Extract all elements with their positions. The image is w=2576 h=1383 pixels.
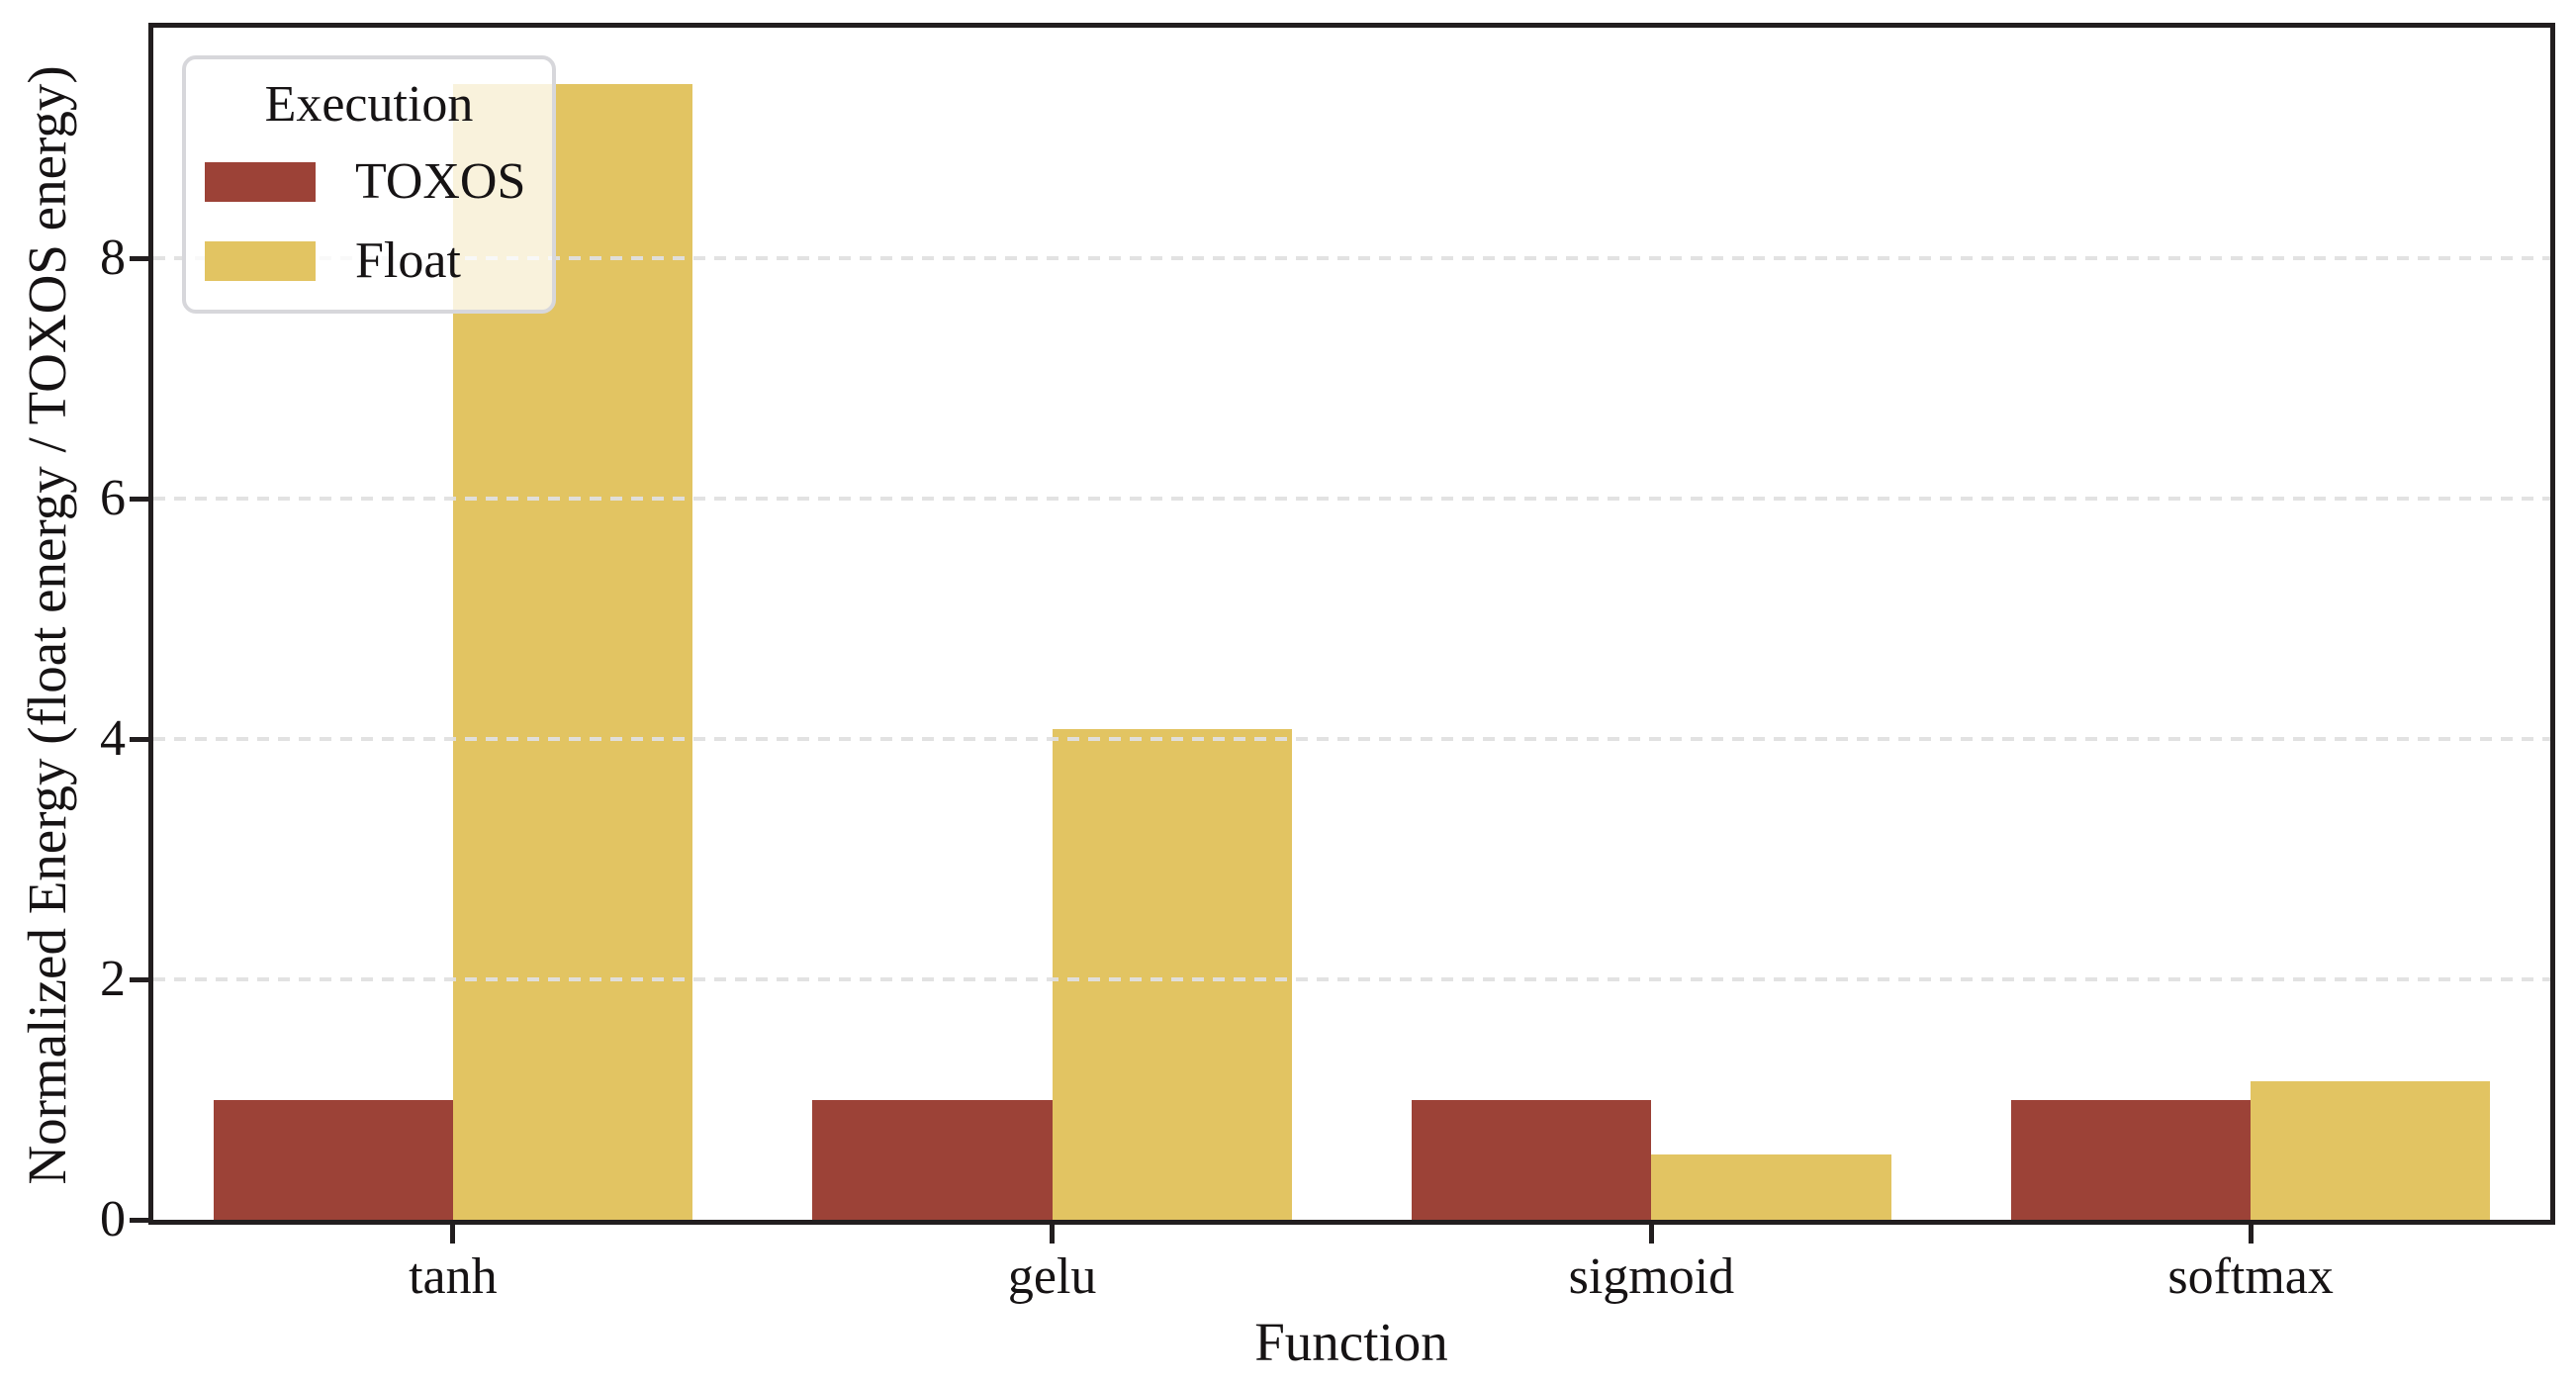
ytick-mark-4 (130, 736, 148, 742)
legend: Execution TOXOS Float (182, 55, 556, 314)
ytick-label-6: 6 (100, 470, 126, 527)
xtick-label-sigmoid: sigmoid (1568, 1248, 1735, 1305)
xtick-label-gelu: gelu (1007, 1248, 1097, 1305)
bar-sigmoid-float (1651, 1154, 1891, 1220)
x-axis-label: Function (1254, 1312, 1448, 1372)
xtick-mark-sigmoid (1648, 1225, 1654, 1244)
ytick-label-2: 2 (100, 951, 126, 1008)
ytick-mark-0 (130, 1217, 148, 1223)
xtick-label-softmax: softmax (2167, 1248, 2334, 1305)
bar-softmax-float (2251, 1081, 2491, 1220)
bar-gelu-float (1052, 729, 1292, 1220)
ytick-label-4: 4 (100, 710, 126, 768)
legend-label-float: Float (355, 232, 461, 289)
legend-item-float: Float (205, 232, 461, 289)
bar-softmax-toxos (2010, 1099, 2252, 1220)
xtick-label-tanh: tanh (409, 1248, 498, 1305)
ytick-label-0: 0 (100, 1191, 126, 1247)
xtick-mark-softmax (2248, 1225, 2254, 1244)
toxos-swatch-icon (205, 162, 316, 202)
xtick-mark-tanh (450, 1225, 456, 1244)
bar-sigmoid-toxos (1412, 1099, 1652, 1220)
xtick-mark-gelu (1050, 1225, 1056, 1244)
ytick-mark-8 (130, 255, 148, 261)
y-axis-label: Normalized Energy (float energy / TOXOS … (17, 65, 77, 1185)
legend-label-toxos: TOXOS (355, 153, 526, 210)
bar-tanh-toxos (213, 1099, 453, 1220)
bar-gelu-toxos (812, 1099, 1053, 1220)
legend-item-toxos: TOXOS (205, 153, 526, 210)
ytick-mark-6 (130, 496, 148, 502)
ytick-label-8: 8 (100, 230, 126, 287)
ytick-mark-2 (130, 976, 148, 982)
legend-title: Execution (264, 76, 474, 133)
float-swatch-icon (205, 241, 316, 281)
